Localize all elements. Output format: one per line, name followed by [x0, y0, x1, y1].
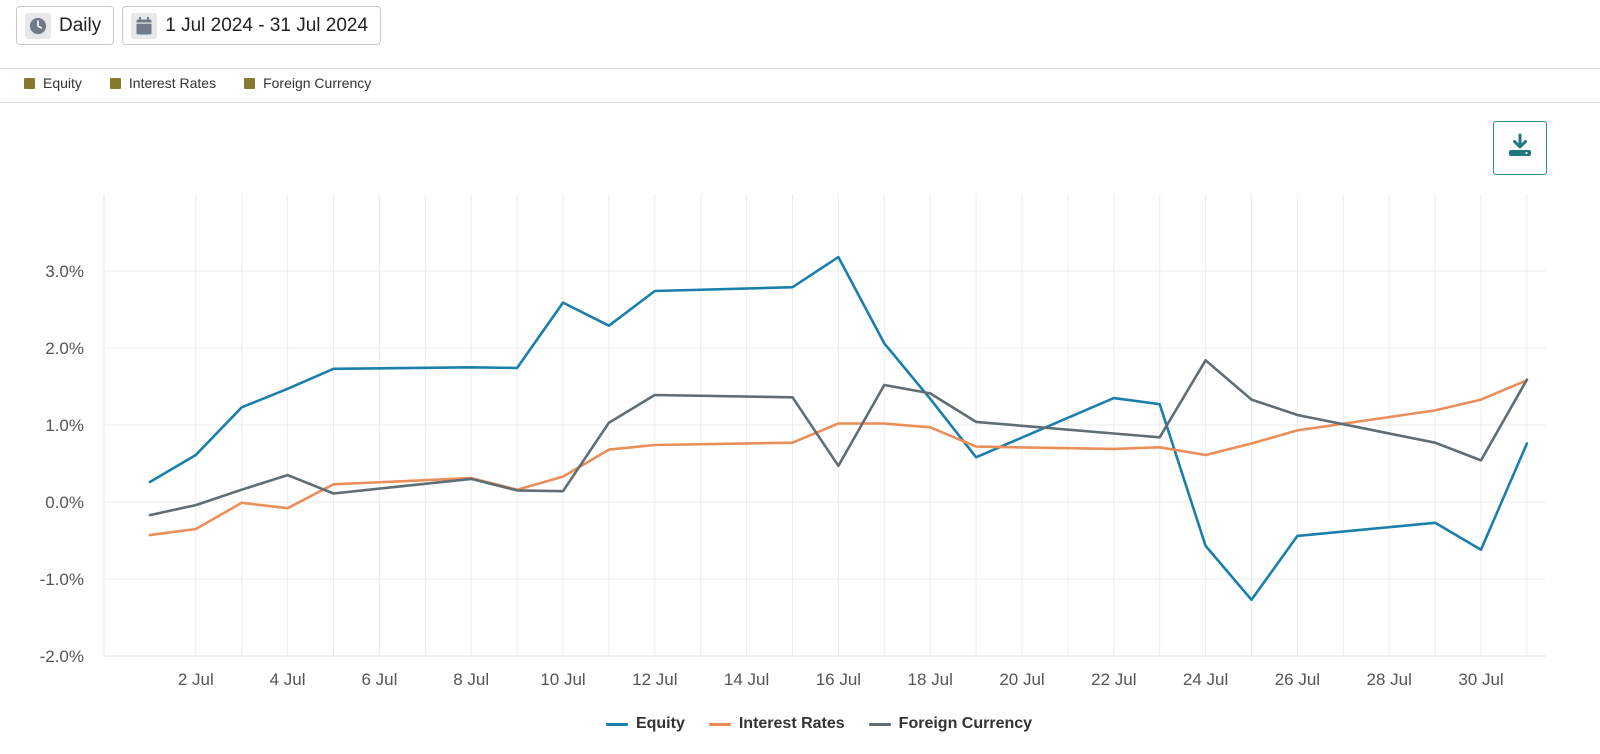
- download-icon: [1507, 133, 1533, 164]
- legend-label-interest-rates: Interest Rates: [738, 715, 845, 732]
- clock-icon: [25, 12, 51, 39]
- x-tick-label: 18 Jul: [908, 670, 953, 689]
- legend-top-label: Interest Rates: [128, 75, 217, 91]
- legend-divider: [0, 102, 1600, 103]
- legend-top-label: Foreign Currency: [263, 75, 372, 91]
- calendar-icon: [131, 12, 158, 39]
- legend-label-foreign-currency: Foreign Currency: [898, 715, 1033, 732]
- legend-line-foreign-currency: [868, 722, 891, 726]
- series-line-foreign-currency[interactable]: [148, 358, 1529, 517]
- y-tick-label: 3.0%: [45, 262, 84, 281]
- legend-swatch: [109, 77, 121, 89]
- chart-series: [148, 255, 1529, 602]
- legend-bottom: Equity Interest Rates Foreign Currency: [0, 715, 1600, 733]
- x-tick-label: 12 Jul: [632, 670, 677, 689]
- x-tick-label: 24 Jul: [1183, 670, 1228, 689]
- legend-swatch: [24, 77, 35, 89]
- toolbar: Daily 1 Jul 2024 - 31 Jul 2024: [16, 6, 382, 45]
- toolbar-divider: [0, 68, 1600, 69]
- legend-top-label: Equity: [43, 75, 82, 91]
- x-tick-label: 10 Jul: [540, 670, 585, 689]
- x-tick-label: 22 Jul: [1091, 670, 1136, 689]
- series-line-equity[interactable]: [148, 255, 1529, 602]
- y-tick-label: 0.0%: [45, 493, 84, 512]
- chart-grid: [103, 194, 1546, 657]
- x-tick-label: 6 Jul: [361, 670, 397, 689]
- x-tick-label: 4 Jul: [270, 670, 306, 689]
- y-tick-label: 1.0%: [45, 416, 84, 435]
- legend-swatch: [244, 77, 256, 89]
- frequency-label: Daily: [59, 14, 102, 36]
- x-tick-label: 28 Jul: [1367, 670, 1412, 689]
- legend-top-item-interest-rates[interactable]: Interest Rates: [109, 75, 217, 91]
- legend-label-equity: Equity: [635, 715, 685, 732]
- legend-item-interest-rates[interactable]: Interest Rates: [708, 715, 845, 733]
- legend-line-interest-rates: [708, 722, 731, 726]
- legend-item-foreign-currency[interactable]: Foreign Currency: [868, 715, 1033, 733]
- x-tick-label: 2 Jul: [178, 670, 214, 689]
- date-range-button[interactable]: 1 Jul 2024 - 31 Jul 2024: [122, 6, 382, 45]
- y-tick-label: -1.0%: [40, 570, 84, 589]
- frequency-button[interactable]: Daily: [16, 6, 115, 45]
- x-tick-label: 30 Jul: [1458, 670, 1503, 689]
- x-tick-label: 8 Jul: [453, 670, 489, 689]
- x-tick-label: 26 Jul: [1275, 670, 1320, 689]
- download-button[interactable]: [1493, 121, 1547, 175]
- legend-top-item-equity[interactable]: Equity: [24, 75, 82, 91]
- x-tick-label: 20 Jul: [999, 670, 1044, 689]
- y-tick-label: 2.0%: [45, 339, 84, 358]
- legend-line-equity: [605, 722, 628, 726]
- y-tick-label: -2.0%: [40, 647, 84, 666]
- legend-top-item-foreign-currency[interactable]: Foreign Currency: [244, 75, 371, 91]
- x-tick-label: 14 Jul: [724, 670, 769, 689]
- series-line-interest-rates[interactable]: [148, 378, 1529, 537]
- legend-top: Equity Interest Rates Foreign Currency: [24, 75, 371, 91]
- x-tick-label: 16 Jul: [816, 670, 861, 689]
- legend-item-equity[interactable]: Equity: [605, 715, 685, 733]
- date-range-label: 1 Jul 2024 - 31 Jul 2024: [165, 14, 369, 36]
- chart-axes: -2.0% -1.0% 0.0% 1.0% 2.0% 3.0% 2 Jul 4 Jul 6 Ju…: [40, 262, 1504, 689]
